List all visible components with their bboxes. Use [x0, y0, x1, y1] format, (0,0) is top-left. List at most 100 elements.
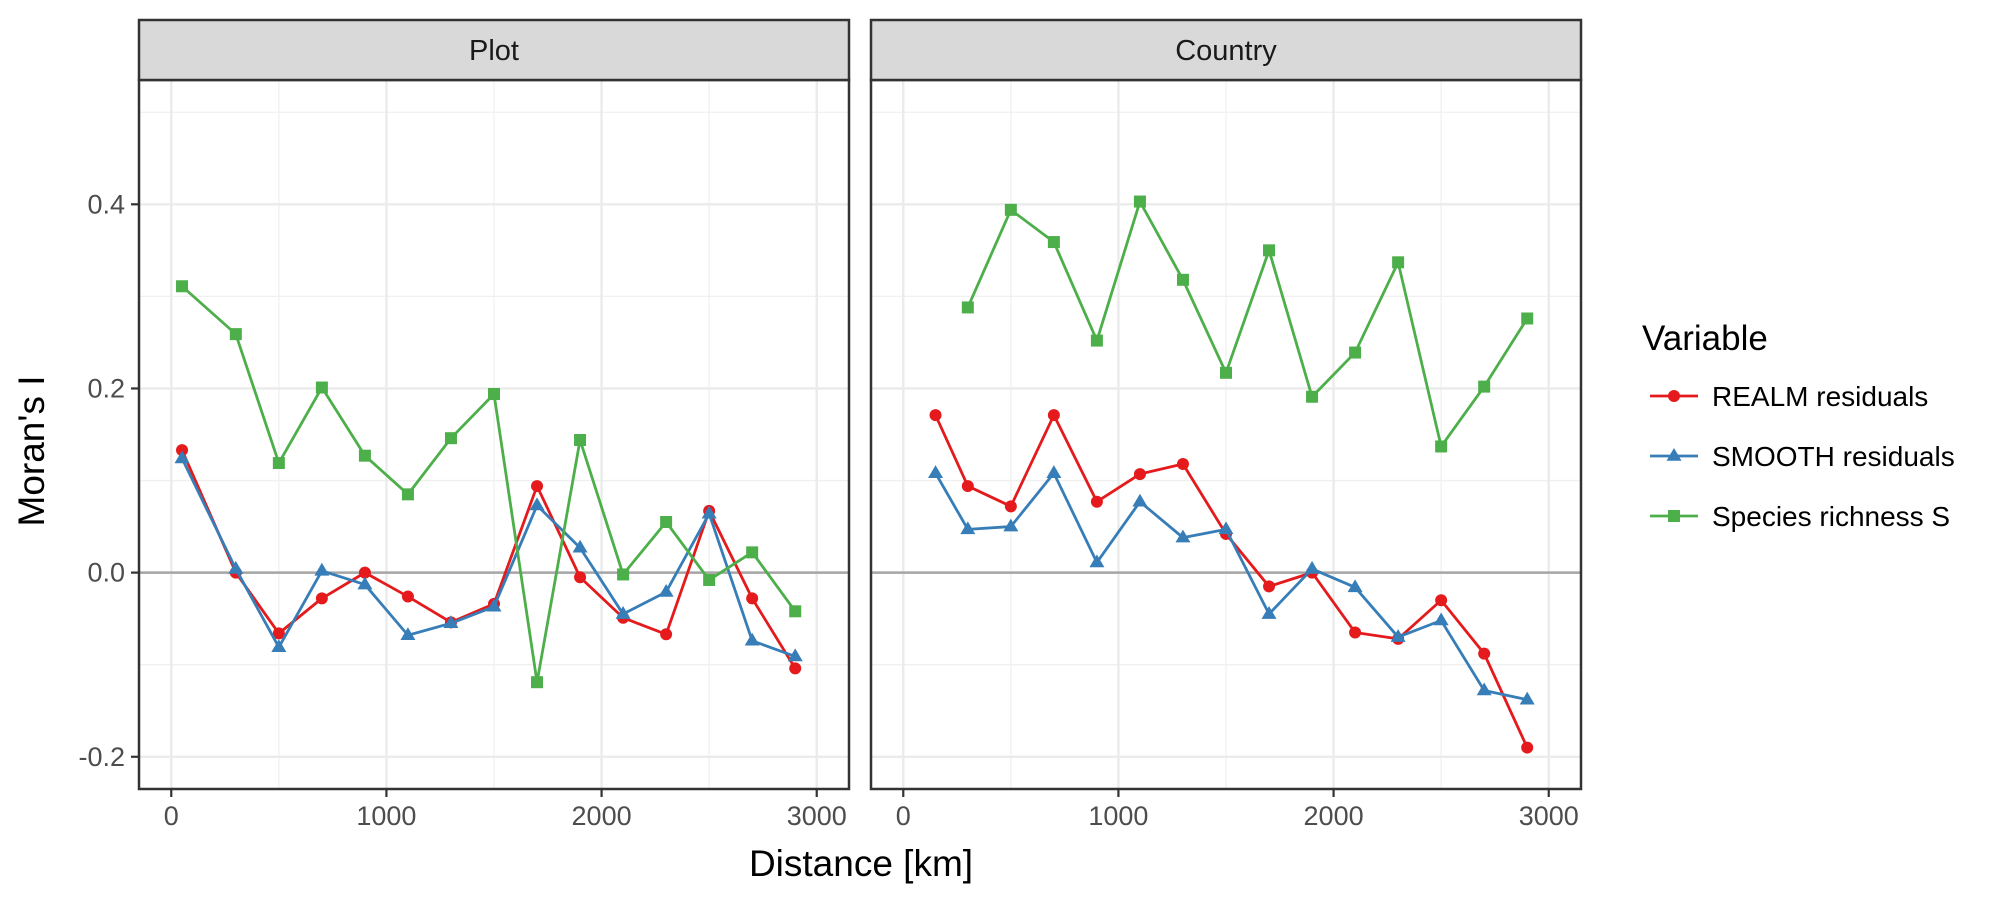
data-point	[531, 480, 544, 493]
data-point	[229, 328, 242, 341]
series-square	[961, 195, 1534, 453]
data-point	[789, 605, 802, 618]
data-point	[1132, 493, 1148, 507]
data-point	[789, 662, 802, 675]
data-point	[1519, 691, 1535, 705]
data-point	[1349, 346, 1362, 359]
data-point	[1218, 521, 1234, 535]
data-point	[358, 566, 371, 579]
data-point	[1476, 682, 1492, 696]
data-point	[1261, 606, 1277, 619]
data-point	[744, 632, 760, 646]
data-point	[272, 457, 285, 470]
data-point	[1089, 554, 1105, 568]
data-point	[358, 449, 371, 462]
legend-key-marker	[1668, 510, 1680, 522]
strip-label: Country	[1175, 35, 1277, 67]
legend-title: Variable	[1642, 319, 1768, 358]
data-point	[1133, 195, 1146, 208]
data-point	[315, 381, 328, 394]
data-point	[1047, 409, 1060, 422]
x-tick-label: 2000	[572, 801, 632, 831]
data-point	[787, 648, 803, 662]
data-point	[1090, 334, 1103, 347]
data-point	[1306, 390, 1319, 403]
data-point	[443, 615, 459, 629]
series-triangle	[928, 465, 1535, 705]
legend-key-marker	[1668, 390, 1680, 402]
y-axis-title: Moran's I	[11, 376, 52, 527]
data-point	[314, 562, 330, 576]
data-point	[1349, 626, 1362, 639]
data-point	[1176, 457, 1189, 470]
data-point	[1478, 380, 1491, 393]
data-point	[1263, 580, 1276, 593]
panel-plot: Plot 0 1000 2000 3000 -0.2 0.0 0.2 0.4	[78, 18, 851, 831]
strip-label: Plot	[469, 35, 519, 67]
series-square	[176, 280, 802, 689]
data-point	[401, 488, 414, 501]
data-point	[746, 546, 759, 559]
data-point	[1263, 244, 1276, 257]
legend-entry: Species richness S	[1650, 501, 1950, 532]
x-tick-label: 2000	[1304, 801, 1364, 831]
data-point	[1392, 256, 1405, 269]
data-point	[1133, 468, 1146, 481]
data-point	[176, 280, 189, 293]
x-tick-label: 0	[164, 801, 179, 831]
data-point	[660, 628, 673, 641]
data-point	[1003, 518, 1019, 532]
data-point	[176, 444, 189, 457]
panels: Plot 0 1000 2000 3000 -0.2 0.0 0.2 0.4 Country 0 10…	[78, 18, 1583, 831]
x-axis-title: Distance [km]	[749, 843, 973, 884]
data-point	[928, 465, 944, 478]
data-point	[401, 590, 414, 603]
x-tick-label: 1000	[356, 801, 416, 831]
legend-key-marker	[1666, 448, 1682, 461]
strip-background	[869, 18, 1583, 82]
legend-entry: SMOOTH residuals	[1650, 441, 1955, 472]
data-point	[1347, 579, 1363, 593]
data-point	[701, 505, 717, 519]
x-tick-label: 3000	[1519, 801, 1579, 831]
data-point	[617, 568, 630, 581]
data-point	[615, 606, 631, 619]
data-point	[531, 676, 544, 689]
data-point	[1390, 629, 1406, 642]
data-point	[1304, 560, 1320, 574]
series-triangle	[174, 450, 803, 662]
legend-label: REALM residuals	[1712, 381, 1928, 412]
data-point	[1433, 612, 1449, 626]
data-point	[1046, 465, 1062, 478]
data-point	[574, 434, 587, 447]
legend-label: Species richness S	[1712, 501, 1950, 532]
data-point	[444, 432, 457, 445]
data-point	[228, 560, 244, 574]
data-point	[1004, 203, 1017, 216]
data-point	[574, 571, 587, 584]
data-point	[1220, 366, 1232, 379]
legend-label: SMOOTH residuals	[1712, 441, 1955, 472]
legend-entry: REALM residuals	[1650, 381, 1928, 412]
strip-background	[137, 18, 851, 82]
y-tick-label: 0.2	[87, 373, 125, 403]
data-point	[1047, 236, 1060, 249]
y-tick-label: 0.0	[87, 558, 125, 588]
data-point	[1176, 273, 1189, 286]
data-point	[572, 539, 588, 553]
data-point	[961, 301, 974, 314]
data-point	[1004, 500, 1017, 513]
data-point	[1090, 495, 1103, 508]
data-point	[1521, 312, 1534, 325]
data-point	[1478, 647, 1491, 660]
data-point	[1521, 741, 1534, 754]
panel-country: Country 0 1000 2000 3000	[869, 18, 1583, 831]
x-tick-label: 1000	[1088, 801, 1148, 831]
data-point	[529, 497, 545, 511]
data-point	[746, 592, 759, 605]
data-point	[174, 450, 190, 464]
data-point	[271, 639, 287, 652]
x-tick-label: 0	[896, 801, 911, 831]
data-point	[486, 598, 502, 612]
